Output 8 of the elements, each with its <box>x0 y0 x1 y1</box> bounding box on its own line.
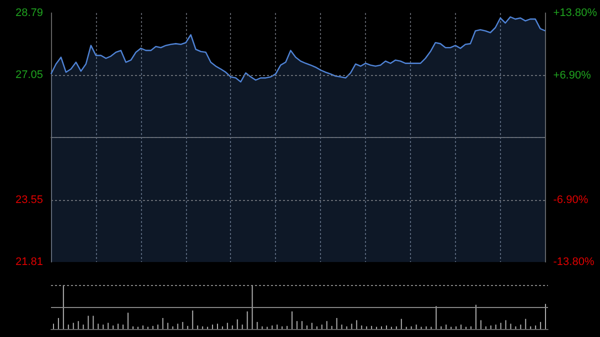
y-tick-label: 21.81 <box>15 256 43 268</box>
y2-tick-label: -6.90% <box>553 194 588 206</box>
y-tick-label: 23.55 <box>15 194 43 206</box>
y-tick-label: 27.05 <box>15 69 43 82</box>
y2-tick-label: +6.90% <box>553 69 592 82</box>
y2-tick-label: +13.80% <box>553 7 598 19</box>
y-tick-label: 28.79 <box>15 7 43 19</box>
y2-tick-label: -13.80% <box>553 256 594 268</box>
